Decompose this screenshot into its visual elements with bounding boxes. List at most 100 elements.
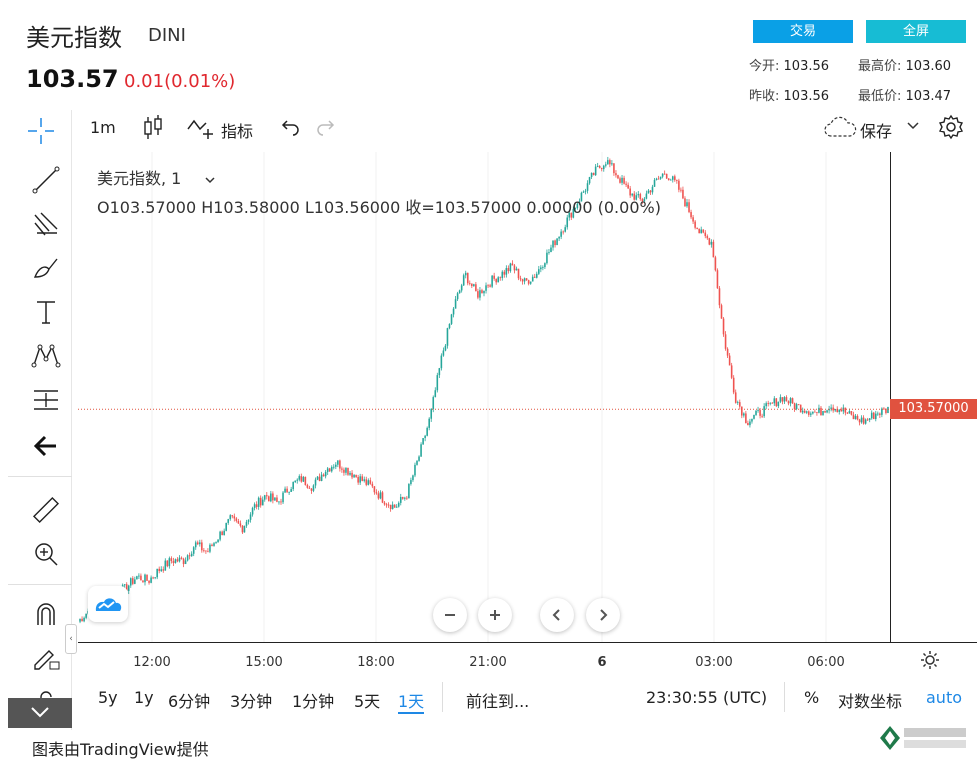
time-tick: 06:00 [807, 655, 845, 670]
candle-body [495, 278, 497, 283]
cloud-save-icon[interactable] [823, 116, 857, 144]
candle-body [184, 560, 187, 565]
time-axis[interactable]: 12:00 15:00 18:00 21:00 6 03:00 06:00 [78, 642, 977, 678]
candle-body [257, 497, 260, 507]
range-1min[interactable]: 1分钟 [292, 692, 335, 711]
candle-body [138, 575, 140, 577]
high-value: 103.60 [905, 59, 952, 74]
candle-body [152, 577, 154, 579]
trade-button[interactable]: 交易 [753, 20, 853, 43]
candle-body [178, 557, 181, 562]
candle-body [887, 406, 889, 414]
candle-body [404, 497, 406, 499]
tradingview-logo-icon[interactable] [88, 586, 128, 622]
candle-body [383, 502, 386, 505]
save-button[interactable]: 保存 [860, 122, 893, 141]
tradingview-credit[interactable]: 图表由TradingView提供 [32, 740, 209, 759]
redo-icon[interactable] [314, 116, 336, 142]
candle-body [600, 167, 603, 170]
low-value: 103.47 [905, 89, 952, 104]
lock-drawing-icon[interactable] [28, 640, 64, 676]
fullscreen-button[interactable]: 全屏 [866, 20, 966, 43]
candle-body [720, 305, 723, 319]
candle-body [79, 618, 81, 622]
candle-body [883, 408, 885, 410]
unlock-icon[interactable] [28, 682, 64, 718]
scroll-left-button[interactable] [540, 598, 574, 632]
percent-toggle[interactable]: % [804, 688, 820, 707]
crosshair-icon[interactable] [26, 116, 56, 150]
candle-body [440, 355, 443, 369]
candle-body [391, 504, 394, 510]
candle-body [335, 464, 337, 467]
auto-scale-toggle[interactable]: auto [926, 688, 963, 707]
price-axis[interactable] [890, 152, 977, 642]
indicators-icon[interactable] [186, 115, 216, 145]
candle-body [182, 558, 185, 565]
candle-body [154, 577, 156, 579]
range-3min[interactable]: 3分钟 [230, 692, 273, 711]
zoom-out-button[interactable] [433, 598, 467, 632]
candle-body [365, 479, 368, 485]
candle-body [134, 579, 136, 584]
candle-body [586, 183, 589, 191]
scroll-right-button[interactable] [586, 598, 620, 632]
candle-body [562, 231, 564, 233]
candle-body [639, 194, 642, 200]
range-5day[interactable]: 5天 [354, 692, 381, 711]
range-5y[interactable]: 5y [98, 688, 118, 707]
candle-body [523, 278, 526, 282]
legend-series-name[interactable]: 美元指数, 1 [97, 169, 182, 188]
zoom-in-button[interactable] [478, 598, 512, 632]
chevron-down-icon[interactable] [906, 118, 920, 137]
candle-body [221, 531, 223, 536]
magnet-icon[interactable] [28, 596, 64, 632]
undo-icon[interactable] [280, 116, 302, 142]
trendline-icon[interactable] [28, 162, 64, 198]
arrow-left-icon[interactable] [28, 428, 64, 464]
settings-gear-icon[interactable] [937, 113, 965, 145]
utc-clock[interactable]: 23:30:55 (UTC) [646, 688, 768, 707]
candle-body [381, 492, 384, 503]
goto-date-button[interactable]: 前往到... [466, 692, 530, 711]
range-1day-active[interactable]: 1天 [398, 688, 425, 714]
chart-pane[interactable] [78, 152, 890, 642]
range-6min[interactable]: 6分钟 [168, 692, 211, 711]
candle-body [475, 284, 477, 292]
candle-body [227, 519, 230, 523]
candle-body [637, 194, 640, 196]
candle-body [507, 268, 510, 272]
candle-body [814, 411, 816, 413]
candle-style-icon[interactable] [140, 113, 166, 147]
interval-selector[interactable]: 1m [90, 118, 116, 137]
prediction-tool-icon[interactable] [28, 382, 64, 418]
candle-body [442, 350, 445, 356]
price-chart[interactable] [78, 152, 890, 642]
text-tool-icon[interactable] [28, 294, 64, 330]
ruler-icon[interactable] [28, 492, 64, 528]
candle-body [397, 502, 400, 507]
candle-body [578, 201, 581, 204]
log-scale-toggle[interactable]: 对数坐标 [838, 692, 903, 711]
axis-settings-gear-icon[interactable] [919, 649, 941, 675]
candle-body [602, 165, 605, 170]
legend-chevron-icon[interactable] [205, 170, 215, 189]
candle-body [239, 523, 242, 526]
candle-body [611, 163, 613, 165]
candle-body [753, 414, 755, 419]
indicators-button[interactable]: 指标 [221, 122, 254, 141]
candle-body [351, 472, 353, 478]
range-1y[interactable]: 1y [134, 688, 154, 707]
candle-body [538, 269, 540, 274]
collapse-toolbar-handle[interactable]: ‹ [65, 624, 77, 654]
brush-icon[interactable] [28, 250, 64, 286]
zoom-in-icon[interactable] [28, 536, 64, 572]
toolbar-expand-button[interactable] [8, 698, 72, 728]
fib-tool-icon[interactable] [28, 206, 64, 242]
candle-body [261, 499, 264, 506]
pattern-tool-icon[interactable] [28, 338, 64, 374]
candle-body [598, 166, 601, 168]
instrument-symbol: DINI [148, 25, 186, 46]
candle-body [194, 542, 197, 548]
candle-body [361, 476, 363, 481]
